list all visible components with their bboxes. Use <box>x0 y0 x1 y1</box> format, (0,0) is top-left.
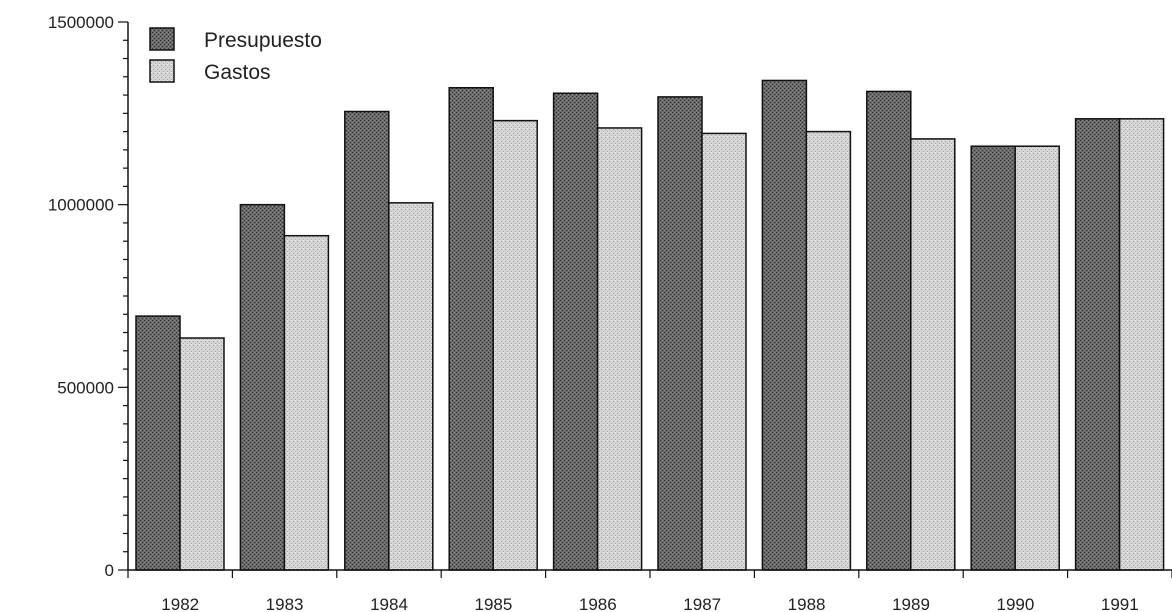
bar-presupuesto-1991 <box>1074 118 1121 571</box>
legend-label-gastos: Gastos <box>204 61 271 84</box>
bar-gastos-1985 <box>492 119 538 571</box>
x-tick-label: 1986 <box>579 595 617 612</box>
axes-layer: 0 500000 1000000 1500000 1982 1983 1984 1985 198… <box>48 13 1172 612</box>
bar-presupuesto-1986 <box>552 92 599 571</box>
bar-gastos-1989 <box>910 138 956 571</box>
x-tick-label: 1987 <box>683 595 721 612</box>
bar-presupuesto-1983 <box>239 203 286 571</box>
x-tick-label: 1989 <box>892 595 930 612</box>
bar-gastos-1983 <box>283 234 330 571</box>
bar-gastos-1991 <box>1118 118 1165 571</box>
x-tick-label: 1990 <box>996 595 1034 612</box>
bar-gastos-1986 <box>596 127 643 571</box>
legend-label-presupuesto: Presupuesto <box>204 29 322 52</box>
bar-presupuesto-1987 <box>657 96 703 571</box>
bar-gastos-1990 <box>1014 145 1060 571</box>
bar-gastos-1987 <box>701 132 747 571</box>
bar-presupuesto-1990 <box>970 145 1016 571</box>
x-tick-label: 1991 <box>1101 595 1139 612</box>
x-tick-label: 1983 <box>266 595 304 612</box>
y-tick-label: 1000000 <box>48 196 114 215</box>
x-tick-label: 1982 <box>161 595 199 612</box>
bar-presupuesto-1982 <box>135 315 181 571</box>
y-tick-label: 0 <box>105 561 114 580</box>
legend: Presupuesto Gastos <box>149 27 322 84</box>
legend-swatch-gastos <box>149 59 175 83</box>
x-tick-label: 1988 <box>788 595 826 612</box>
y-tick-label: 500000 <box>57 378 114 397</box>
bar-presupuesto-1989 <box>866 90 912 571</box>
y-tick-label: 1500000 <box>48 13 114 32</box>
bar-gastos-1982 <box>179 337 225 571</box>
bar-presupuesto-1984 <box>344 110 390 571</box>
bar-presupuesto-1985 <box>448 87 494 571</box>
x-tick-label: 1985 <box>474 595 512 612</box>
bar-gastos-1984 <box>388 202 434 571</box>
bar-presupuesto-1988 <box>761 79 808 571</box>
legend-swatch-presupuesto <box>149 27 175 51</box>
bar-gastos-1988 <box>805 130 852 571</box>
bars-layer <box>135 79 1165 571</box>
x-tick-label: 1984 <box>370 595 408 612</box>
